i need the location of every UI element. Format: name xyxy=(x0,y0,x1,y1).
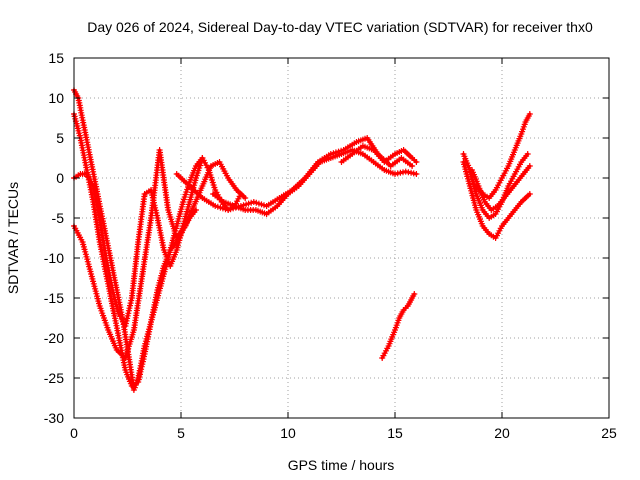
y-tick-label: -30 xyxy=(44,410,64,426)
series-group xyxy=(71,155,244,329)
y-tick-label: 0 xyxy=(56,170,64,186)
x-tick-label: 15 xyxy=(387,425,403,441)
y-tick-label: -20 xyxy=(44,330,64,346)
series-markers xyxy=(460,159,533,241)
series-group xyxy=(469,163,533,213)
series-group xyxy=(210,147,420,217)
y-tick-label: 5 xyxy=(56,130,64,146)
y-tick-label: -5 xyxy=(52,210,65,226)
x-tick-label: 25 xyxy=(601,425,617,441)
x-tick-label: 20 xyxy=(494,425,510,441)
plot-frame xyxy=(73,57,610,419)
x-axis-label: GPS time / hours xyxy=(288,457,395,473)
y-tick-label: -15 xyxy=(44,290,64,306)
y-tick-label: 15 xyxy=(48,50,64,66)
tick-layer: 0 5 10 15 20 25 -30 -25 -20 -15 -10 -5 0 5 10 15 xyxy=(44,50,617,441)
series-group xyxy=(379,291,418,361)
y-tick-label: 10 xyxy=(48,90,64,106)
y-tick-label: -10 xyxy=(44,250,64,266)
series-markers xyxy=(210,147,420,217)
chart-title: Day 026 of 2024, Sidereal Day-to-day VTE… xyxy=(87,19,593,35)
x-tick-label: 10 xyxy=(280,425,296,441)
x-tick-label: 0 xyxy=(70,425,78,441)
series-markers xyxy=(379,291,418,361)
series-markers xyxy=(469,163,533,213)
y-axis-label: SDTVAR / TECUs xyxy=(5,182,21,294)
series-group xyxy=(460,159,533,241)
x-tick-label: 5 xyxy=(177,425,185,441)
series-markers xyxy=(338,143,420,165)
series-group xyxy=(338,143,420,165)
y-tick-label: -25 xyxy=(44,370,64,386)
